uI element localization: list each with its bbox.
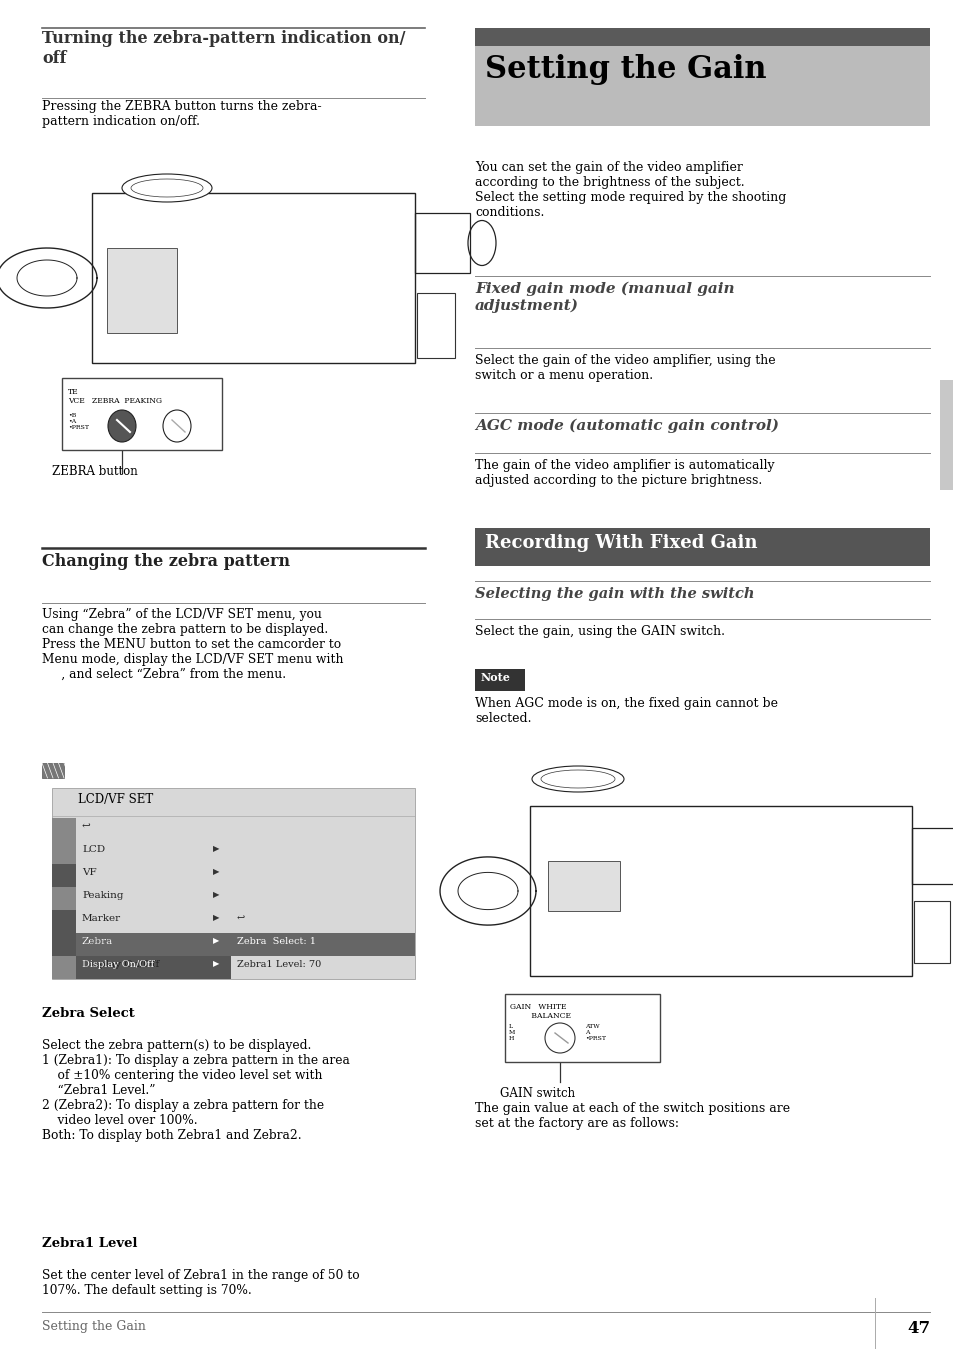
Bar <box>52 788 415 979</box>
Text: ▶: ▶ <box>213 845 219 853</box>
Text: ▶: ▶ <box>213 914 219 922</box>
Bar <box>52 956 76 979</box>
Bar <box>52 956 76 979</box>
Bar <box>231 956 415 979</box>
Bar <box>52 933 76 956</box>
Bar <box>231 933 415 956</box>
Text: LCD: LCD <box>82 845 105 854</box>
Text: ATW
A
•PRST: ATW A •PRST <box>584 1023 605 1041</box>
Bar <box>475 529 929 566</box>
Bar <box>52 910 76 933</box>
Text: Set the center level of Zebra1 in the range of 50 to
107%. The default setting i: Set the center level of Zebra1 in the ra… <box>42 1270 359 1297</box>
Text: GAIN   WHITE
         BALANCE: GAIN WHITE BALANCE <box>510 1003 571 1021</box>
Text: Zebra1 Level: 70: Zebra1 Level: 70 <box>236 960 321 969</box>
Text: Zebra1 Level: Zebra1 Level <box>42 1237 137 1251</box>
Text: The gain value at each of the switch positions are
set at the factory are as fol: The gain value at each of the switch pos… <box>475 1102 789 1130</box>
Text: Selecting the gain with the switch: Selecting the gain with the switch <box>475 587 754 602</box>
Bar <box>91 193 415 362</box>
Bar <box>52 864 76 887</box>
Bar <box>475 669 524 691</box>
Text: Display On/Off: Display On/Off <box>82 960 154 969</box>
Bar <box>76 864 231 887</box>
Bar <box>76 933 231 956</box>
Bar <box>76 933 231 956</box>
Bar <box>475 46 929 126</box>
Text: Select the gain of the video amplifier, using the
switch or a menu operation.: Select the gain of the video amplifier, … <box>475 354 775 383</box>
Text: You can set the gain of the video amplifier
according to the brightness of the s: You can set the gain of the video amplif… <box>475 161 785 219</box>
Text: ▶: ▶ <box>213 960 219 968</box>
Bar <box>76 956 231 979</box>
Text: Setting the Gain: Setting the Gain <box>42 1320 146 1333</box>
Text: ▶: ▶ <box>213 891 219 899</box>
Bar <box>62 379 222 450</box>
Bar <box>76 841 231 864</box>
Text: Recording: Recording <box>952 406 953 464</box>
Text: ZEBRA button: ZEBRA button <box>52 465 137 479</box>
Text: ▶: ▶ <box>213 868 219 876</box>
Text: GAIN switch: GAIN switch <box>499 1087 575 1101</box>
Text: Note: Note <box>480 672 511 683</box>
Bar <box>530 806 911 976</box>
Text: The gain of the video amplifier is automatically
adjusted according to the pictu: The gain of the video amplifier is autom… <box>475 458 774 487</box>
Text: TE
VCE   ZEBRA  PEAKING: TE VCE ZEBRA PEAKING <box>68 388 162 406</box>
Text: AGC mode (automatic gain control): AGC mode (automatic gain control) <box>475 419 779 434</box>
Bar <box>76 818 231 841</box>
Text: ▶: ▶ <box>213 960 219 968</box>
Bar <box>52 818 76 841</box>
Text: ▶: ▶ <box>213 937 219 945</box>
Bar <box>475 28 929 46</box>
Bar <box>231 910 415 933</box>
Text: When AGC mode is on, the fixed gain cannot be
selected.: When AGC mode is on, the fixed gain cann… <box>475 698 778 725</box>
Text: Display On/Off: Display On/Off <box>82 960 159 969</box>
Text: Zebra Select: Zebra Select <box>42 1007 134 1019</box>
Text: Marker: Marker <box>82 914 121 923</box>
Text: Zebra: Zebra <box>82 937 113 946</box>
Text: Using “Zebra” of the LCD/VF SET menu, you
can change the zebra pattern to be dis: Using “Zebra” of the LCD/VF SET menu, yo… <box>42 608 343 681</box>
Text: Fixed gain mode (manual gain
adjustment): Fixed gain mode (manual gain adjustment) <box>475 283 734 314</box>
Bar <box>939 380 953 489</box>
Bar <box>547 861 619 911</box>
Text: Zebra  Select: 1: Zebra Select: 1 <box>236 937 315 946</box>
Text: Pressing the ZEBRA button turns the zebra-
pattern indication on/off.: Pressing the ZEBRA button turns the zebr… <box>42 100 321 128</box>
Ellipse shape <box>544 1023 575 1053</box>
Text: Changing the zebra pattern: Changing the zebra pattern <box>42 553 290 571</box>
Bar <box>76 910 231 933</box>
Text: Zebra: Zebra <box>82 937 113 946</box>
Bar <box>52 933 76 956</box>
Bar <box>76 956 231 979</box>
Text: L
M
H: L M H <box>509 1023 515 1041</box>
Text: 47: 47 <box>906 1320 929 1337</box>
Text: •B
•A
•PRST: •B •A •PRST <box>68 412 89 430</box>
Bar <box>52 887 76 910</box>
Text: ↩: ↩ <box>236 914 245 923</box>
Text: Turning the zebra-pattern indication on/
off: Turning the zebra-pattern indication on/… <box>42 30 405 66</box>
Text: Peaking: Peaking <box>82 891 123 900</box>
Ellipse shape <box>108 410 136 442</box>
Bar <box>913 900 949 963</box>
Ellipse shape <box>163 410 191 442</box>
Ellipse shape <box>122 174 212 201</box>
Text: Select the zebra pattern(s) to be displayed.
1 (Zebra1): To display a zebra patt: Select the zebra pattern(s) to be displa… <box>42 1038 350 1142</box>
Text: Recording With Fixed Gain: Recording With Fixed Gain <box>484 534 757 552</box>
Bar <box>107 247 177 333</box>
Bar <box>504 994 659 1063</box>
Ellipse shape <box>532 767 623 792</box>
Bar <box>52 841 76 864</box>
Bar <box>416 293 455 358</box>
Text: Select the gain, using the GAIN switch.: Select the gain, using the GAIN switch. <box>475 625 724 638</box>
Bar <box>42 763 64 777</box>
Bar <box>76 887 231 910</box>
Bar <box>911 827 953 884</box>
Text: VF: VF <box>82 868 96 877</box>
Text: ▶: ▶ <box>213 937 219 945</box>
Text: ↩: ↩ <box>82 822 91 831</box>
Text: Setting the Gain: Setting the Gain <box>484 54 766 85</box>
Bar <box>415 214 470 273</box>
Text: LCD/VF SET: LCD/VF SET <box>78 794 153 806</box>
